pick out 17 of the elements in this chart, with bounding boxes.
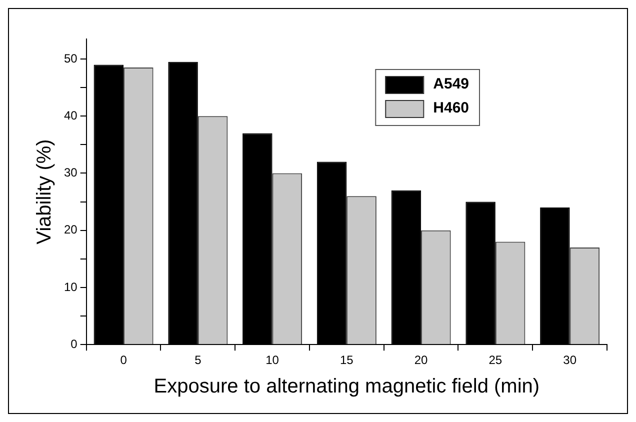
- x-tick-label: 10: [266, 353, 280, 368]
- x-tick-label: 25: [488, 353, 502, 368]
- y-tick-label: 20: [64, 222, 78, 237]
- x-axis-title: Exposure to alternating magnetic field (min): [154, 376, 540, 398]
- legend-label: H460: [433, 100, 469, 117]
- x-tick-label: 15: [340, 353, 354, 368]
- y-tick-label: 30: [64, 166, 78, 180]
- x-tick-label: 30: [563, 353, 577, 368]
- legend-label: A549: [433, 76, 469, 93]
- y-tick-label: 10: [64, 280, 78, 294]
- x-tick-label: 0: [120, 353, 128, 368]
- x-tick-label: 5: [194, 353, 202, 368]
- y-tick-label: 40: [64, 108, 78, 122]
- y-tick-label: 50: [64, 51, 78, 66]
- y-axis-title: Viability (%): [34, 139, 56, 244]
- y-tick-label: 0: [70, 336, 78, 351]
- x-tick-label: 20: [414, 353, 428, 368]
